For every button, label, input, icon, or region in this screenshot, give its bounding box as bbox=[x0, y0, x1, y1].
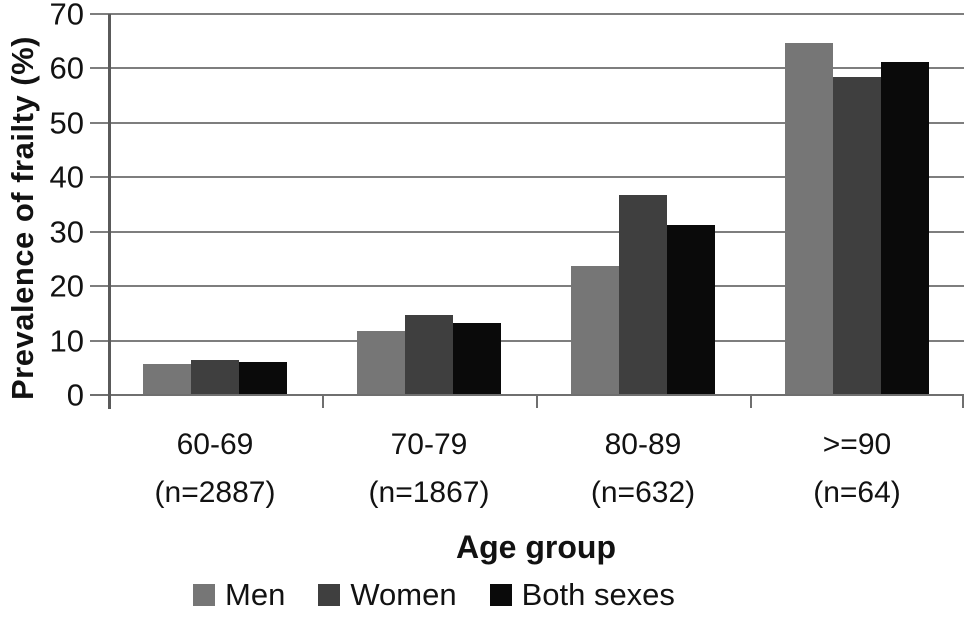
legend-label-men: Men bbox=[225, 577, 286, 612]
bar-women-70-79 bbox=[405, 315, 453, 394]
gridline-10 bbox=[90, 340, 964, 342]
x-axis-line bbox=[90, 394, 964, 396]
gridline-60 bbox=[90, 67, 964, 69]
x-category-labels: 60-69 (n=2887) 70-79 (n=1867) 80-89 (n=632) >=… bbox=[108, 421, 964, 517]
gridline-40 bbox=[90, 176, 964, 178]
category-70-79: 70-79 (n=1867) bbox=[322, 421, 536, 517]
legend-label-women: Women bbox=[350, 577, 457, 612]
legend-swatch-women bbox=[318, 583, 341, 606]
x-axis-tick bbox=[750, 395, 752, 408]
gridline-50 bbox=[90, 122, 964, 124]
category-count: (n=2887) bbox=[154, 476, 276, 509]
bar-women-80-89 bbox=[619, 195, 667, 394]
y-tick-label-0: 0 bbox=[66, 377, 84, 413]
legend-label-both-sexes: Both sexes bbox=[521, 577, 675, 612]
bar-men-70-79 bbox=[357, 331, 405, 394]
y-tick-label-40: 40 bbox=[49, 159, 84, 195]
category-60-69: 60-69 (n=2887) bbox=[108, 421, 322, 517]
legend: Men Women Both sexes bbox=[193, 579, 675, 610]
category-label: 60-69 bbox=[176, 428, 254, 461]
y-tick-label-60: 60 bbox=[49, 50, 84, 86]
gridline-30 bbox=[90, 231, 964, 233]
x-axis-tick bbox=[962, 395, 964, 408]
y-tick-label-70: 70 bbox=[49, 0, 84, 32]
y-tick-label-30: 30 bbox=[49, 214, 84, 250]
bar-both-sexes-90 bbox=[881, 62, 929, 394]
gridline-20 bbox=[90, 285, 964, 287]
bar-women-90 bbox=[833, 77, 881, 394]
bar-men-80-89 bbox=[571, 266, 619, 394]
y-tick-label-10: 10 bbox=[49, 323, 84, 359]
legend-swatch-both-sexes bbox=[489, 583, 512, 606]
y-axis-title: Prevalence of frailty (%) bbox=[5, 36, 40, 400]
bar-men-60-69 bbox=[143, 364, 191, 394]
plot-area: 0 10 20 30 40 50 60 70 bbox=[50, 0, 964, 411]
bar-men-90 bbox=[785, 43, 833, 394]
category-count: (n=632) bbox=[590, 476, 696, 509]
legend-item-men: Men bbox=[193, 579, 285, 610]
category-label: >=90 bbox=[822, 428, 892, 461]
x-axis-tick bbox=[536, 395, 538, 408]
category-label: 80-89 bbox=[604, 428, 682, 461]
x-axis-tick bbox=[322, 395, 324, 408]
gridline-70 bbox=[90, 13, 964, 15]
legend-item-both-sexes: Both sexes bbox=[489, 577, 675, 612]
bar-both-sexes-70-79 bbox=[453, 323, 501, 394]
category-count: (n=64) bbox=[813, 476, 901, 509]
bar-both-sexes-60-69 bbox=[239, 362, 287, 394]
category-80-89: 80-89 (n=632) bbox=[536, 421, 750, 517]
category-90: >=90 (n=64) bbox=[750, 421, 964, 517]
x-axis-title: Age group bbox=[456, 529, 616, 565]
bar-women-60-69 bbox=[191, 360, 239, 394]
y-tick-label-50: 50 bbox=[49, 105, 84, 141]
legend-item-women: Women bbox=[318, 577, 457, 612]
legend-swatch-men bbox=[193, 583, 215, 606]
y-axis-line bbox=[108, 14, 111, 409]
category-count: (n=1867) bbox=[368, 476, 490, 509]
y-tick-label-20: 20 bbox=[49, 268, 84, 304]
bar-both-sexes-80-89 bbox=[667, 225, 715, 394]
category-label: 70-79 bbox=[390, 428, 468, 461]
